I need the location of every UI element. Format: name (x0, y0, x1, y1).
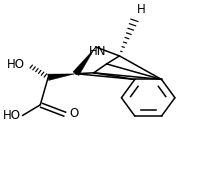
Polygon shape (48, 73, 75, 80)
Text: O: O (69, 107, 78, 120)
Text: HO: HO (2, 109, 20, 122)
Polygon shape (73, 47, 95, 75)
Text: HO: HO (7, 58, 24, 71)
Text: H: H (136, 3, 145, 16)
Text: HN: HN (88, 45, 106, 58)
